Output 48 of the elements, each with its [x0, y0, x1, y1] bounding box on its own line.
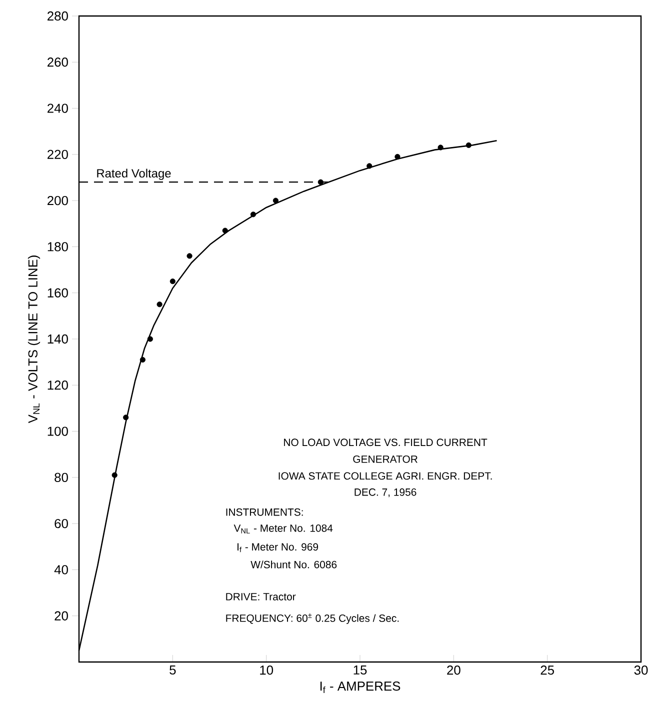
y-tick-label: 140	[48, 334, 68, 344]
y-tick-label: 240	[48, 104, 68, 113]
y-tick-label: 100	[48, 426, 68, 436]
y-tick-label: 60	[54, 518, 68, 528]
point	[222, 228, 228, 234]
y-tick-label: 280	[48, 11, 68, 21]
y-tick-label: 220	[48, 150, 68, 160]
point	[438, 144, 444, 150]
x-tick-label: 10	[260, 666, 274, 675]
point	[366, 163, 372, 169]
annotation: IOWA STATE COLLEGE AGRI. ENGR. DEPT.	[278, 472, 492, 480]
annotation: DEC. 7, 1956	[354, 488, 416, 498]
y-tick-label: 200	[48, 196, 68, 206]
annotation: I$_{f}$ - Meter No. 969	[238, 543, 318, 552]
y-tick-label: 40	[54, 565, 68, 574]
annotation: DRIVE: Tractor	[226, 593, 296, 600]
point	[318, 179, 324, 185]
annotation: V$_{NL}$ - Meter No. 1084	[234, 524, 333, 534]
point	[186, 253, 192, 259]
point	[394, 154, 400, 160]
y-axis-title: V$_{NL}$ - VOLTS (LINE TO LINE)	[28, 256, 40, 424]
x-tick-label: 30	[634, 666, 648, 675]
y-tick-label: 160	[48, 288, 68, 298]
ref-line-label: Rated Voltage	[97, 168, 171, 180]
x-tick-label: 5	[170, 666, 176, 675]
y-tick-label: 80	[54, 472, 68, 482]
point	[156, 302, 162, 308]
point	[147, 336, 153, 342]
x-tick-label: 25	[540, 666, 554, 675]
y-tick-label: 20	[54, 611, 68, 620]
annotation: FREQUENCY: 60$^{±}$ 0.25 Cycles / Sec.	[226, 613, 399, 624]
annotation: W/Shunt No. 6086	[250, 560, 337, 568]
point	[123, 414, 129, 420]
point	[466, 142, 472, 148]
annotation: NO LOAD VOLTAGE VS. FIELD CURRENT	[284, 438, 488, 446]
annotation: INSTRUMENTS:	[226, 508, 303, 516]
point	[170, 278, 176, 284]
point	[250, 212, 256, 218]
x-tick-label: 15	[354, 666, 367, 675]
point	[140, 356, 146, 363]
x-tick-label: 20	[447, 666, 460, 675]
y-tick-label: 180	[48, 242, 68, 252]
y-tick-label: 260	[48, 58, 68, 67]
y-tick-label: 120	[48, 380, 68, 390]
point	[112, 472, 118, 478]
point	[272, 198, 279, 204]
x-axis-title: I$_{f}$ - AMPERES	[320, 682, 400, 694]
annotation: GENERATOR	[353, 455, 418, 463]
